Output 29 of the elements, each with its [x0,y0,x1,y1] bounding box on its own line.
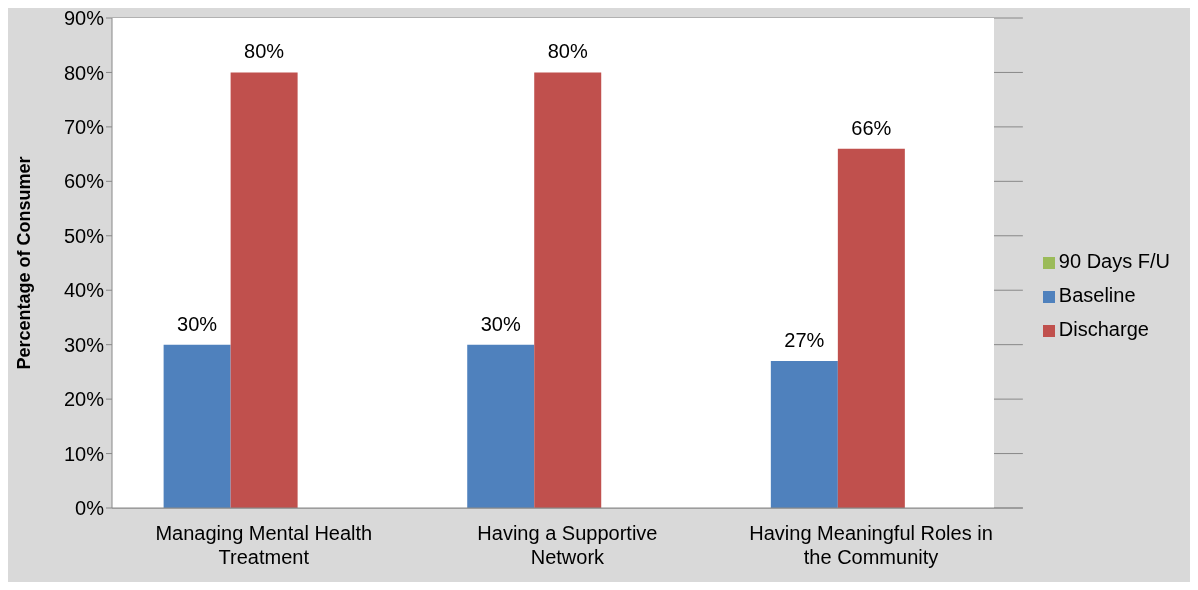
x-tick-label: Having Meaningful Roles in the Community [749,522,993,568]
y-tick-label: 80% [63,61,105,84]
bar [534,72,602,508]
data-label: 80% [547,40,588,63]
data-label: 66% [851,116,892,139]
y-tick-label: 30% [63,333,105,356]
y-tick-label: 90% [63,7,105,30]
bar [770,361,838,508]
bar [837,148,905,508]
data-label: 30% [480,312,521,335]
y-tick-label: 50% [63,224,105,247]
y-tick-label: 40% [63,279,105,302]
data-label: 30% [177,312,218,335]
legend-label: Discharge [1058,318,1149,340]
bar [163,344,231,508]
y-tick-label: 20% [63,388,105,411]
y-tick-label: 10% [63,442,105,465]
legend-label: 90 Days F/U [1058,250,1170,272]
bar [467,344,535,508]
data-label: 27% [784,329,825,351]
x-tick-label: Having a Supportive Network [477,522,658,568]
data-label: 80% [244,40,285,63]
bar [230,72,298,508]
y-axis-title: Percentage of Consumer [14,156,35,370]
legend-label: Baseline [1058,284,1136,306]
y-tick-label: 60% [63,170,105,193]
x-tick-label: Managing Mental Health Treatment [155,522,373,568]
y-tick-label: 0% [75,497,105,520]
y-tick-label: 70% [63,115,105,138]
